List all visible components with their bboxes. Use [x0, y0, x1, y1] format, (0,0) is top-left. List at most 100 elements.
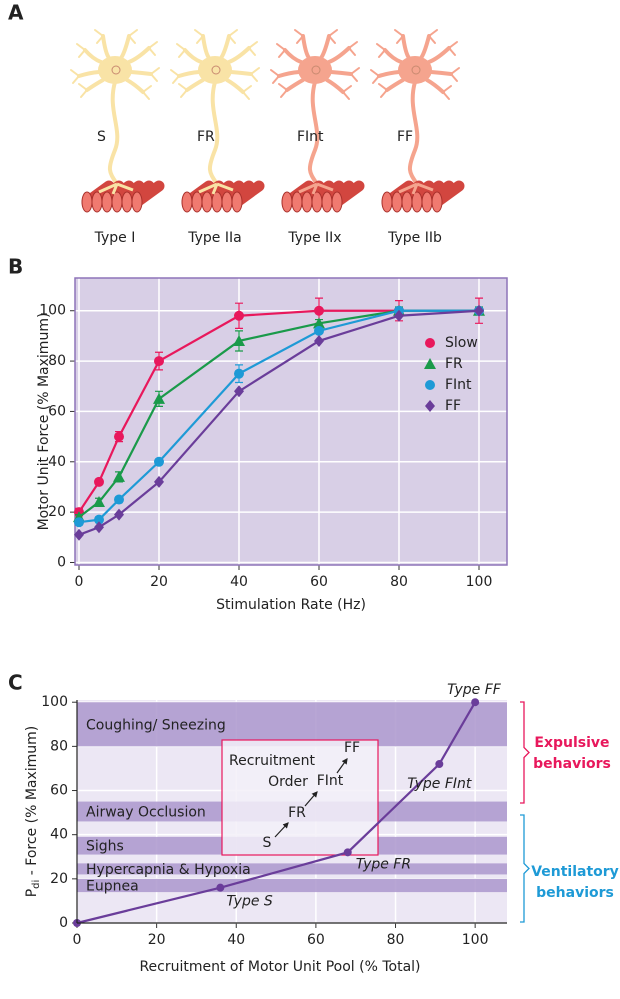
dendrite [183, 48, 203, 64]
x-axis-label: Stimulation Rate (Hz) [216, 597, 366, 613]
y-tick-label: 100 [39, 303, 66, 319]
behavior-band [77, 878, 507, 893]
band-label: Eupnea [86, 878, 139, 894]
muscle-fiber-end [331, 191, 343, 213]
motor-unit [70, 29, 165, 213]
behavior-label: Ventilatory [531, 864, 619, 880]
marker [74, 528, 84, 541]
nucleus [111, 65, 121, 75]
dendrite-branch [276, 43, 286, 58]
y-tick-label: 40 [50, 827, 68, 843]
muscle-fiber-end [111, 191, 123, 213]
legend-marker [424, 358, 436, 369]
legend-label: Slow [445, 335, 478, 351]
marker [153, 392, 165, 404]
muscle-fiber-end [381, 191, 393, 213]
muscle-fiber-end [301, 191, 313, 213]
muscle-fiber-end [231, 191, 243, 213]
behavior-bracket [520, 701, 530, 804]
dendrite-branch [78, 83, 88, 98]
motor-unit-type: FInt [297, 129, 324, 145]
x-tick-label: 60 [307, 932, 325, 948]
motor-unit-type: S [97, 129, 106, 145]
x-axis-label: Recruitment of Motor Unit Pool (% Total) [139, 959, 420, 975]
legend-marker [425, 380, 435, 390]
recruitment-arrow [304, 791, 318, 807]
y-tick-label: 60 [48, 403, 66, 419]
muscle-fiber-end [121, 191, 133, 213]
recruitment-step: FF [344, 740, 360, 756]
marker [154, 456, 164, 467]
behavior-label: behaviors [533, 756, 611, 772]
soma [298, 56, 332, 84]
point-label: Type FR [356, 856, 411, 872]
dendrite [283, 48, 303, 64]
axon [308, 81, 320, 186]
dendrite-branch [248, 41, 258, 56]
muscle-fiber-end [321, 191, 333, 213]
dendrite-branch [278, 83, 288, 98]
dendrite [325, 78, 345, 94]
recruitment-step: FR [288, 805, 306, 821]
behavior-band [77, 702, 507, 747]
panel-label: B [8, 255, 23, 279]
dendrite-branch [242, 85, 252, 100]
dendrite [425, 78, 445, 94]
x-tick-label: 80 [387, 932, 405, 948]
marker [216, 883, 225, 892]
axon-terminal [198, 182, 234, 195]
dendrite [385, 78, 405, 92]
muscle-fiber-end [391, 191, 403, 213]
x-tick-label: 40 [227, 932, 245, 948]
marker [313, 317, 325, 329]
x-tick-label: 0 [73, 932, 82, 948]
dendrite-branch [148, 41, 158, 56]
y-tick-label: 60 [50, 783, 68, 799]
y-tick-label: 0 [59, 915, 68, 931]
legend-label: FInt [445, 377, 472, 393]
dendrite-branch [150, 67, 160, 82]
recruitment-arrow [336, 758, 348, 774]
soma [398, 56, 432, 84]
marker [435, 760, 444, 769]
dendrite-branch [394, 29, 404, 44]
motor-unit [270, 29, 365, 213]
x-tick-label: 60 [310, 574, 328, 590]
x-tick-label: 0 [75, 574, 84, 590]
dendrite-branch [294, 29, 304, 44]
marker [114, 494, 124, 505]
dendrite-branch [94, 29, 104, 44]
band-label: Hypercapnia & Hypoxia [86, 862, 251, 878]
dendrite-branch [178, 83, 188, 98]
dendrite [85, 78, 105, 92]
dendrite [285, 78, 305, 92]
behavior-bracket [520, 814, 530, 923]
fiber-type: Type IIx [287, 230, 341, 246]
y-axis-label: Motor Unit Force (% Maximum) [36, 313, 52, 531]
dendrite [419, 34, 431, 60]
marker [394, 309, 404, 322]
band-label: Airway Occlusion [86, 805, 206, 821]
dendrite-branch [342, 85, 352, 100]
muscle-fiber-end [91, 191, 103, 213]
nucleus [311, 65, 321, 75]
dendrite-branch [142, 85, 152, 100]
x-tick-label: 100 [462, 932, 489, 948]
recruitment-step: FInt [317, 773, 344, 789]
motor-unit [370, 29, 465, 213]
legend-marker [425, 400, 435, 412]
muscle-fiber-end [81, 191, 93, 213]
x-tick-label: 80 [390, 574, 408, 590]
panel-label: C [8, 671, 23, 695]
muscle-fiber-end [131, 191, 143, 213]
axon-terminal [398, 182, 434, 195]
x-tick-label: 20 [148, 932, 166, 948]
marker [314, 325, 324, 336]
plot-border [74, 277, 508, 566]
dendrite [301, 34, 311, 60]
marker [74, 517, 84, 528]
marker [474, 304, 484, 317]
dendrite [77, 70, 101, 78]
point-label: Type S [226, 894, 273, 910]
